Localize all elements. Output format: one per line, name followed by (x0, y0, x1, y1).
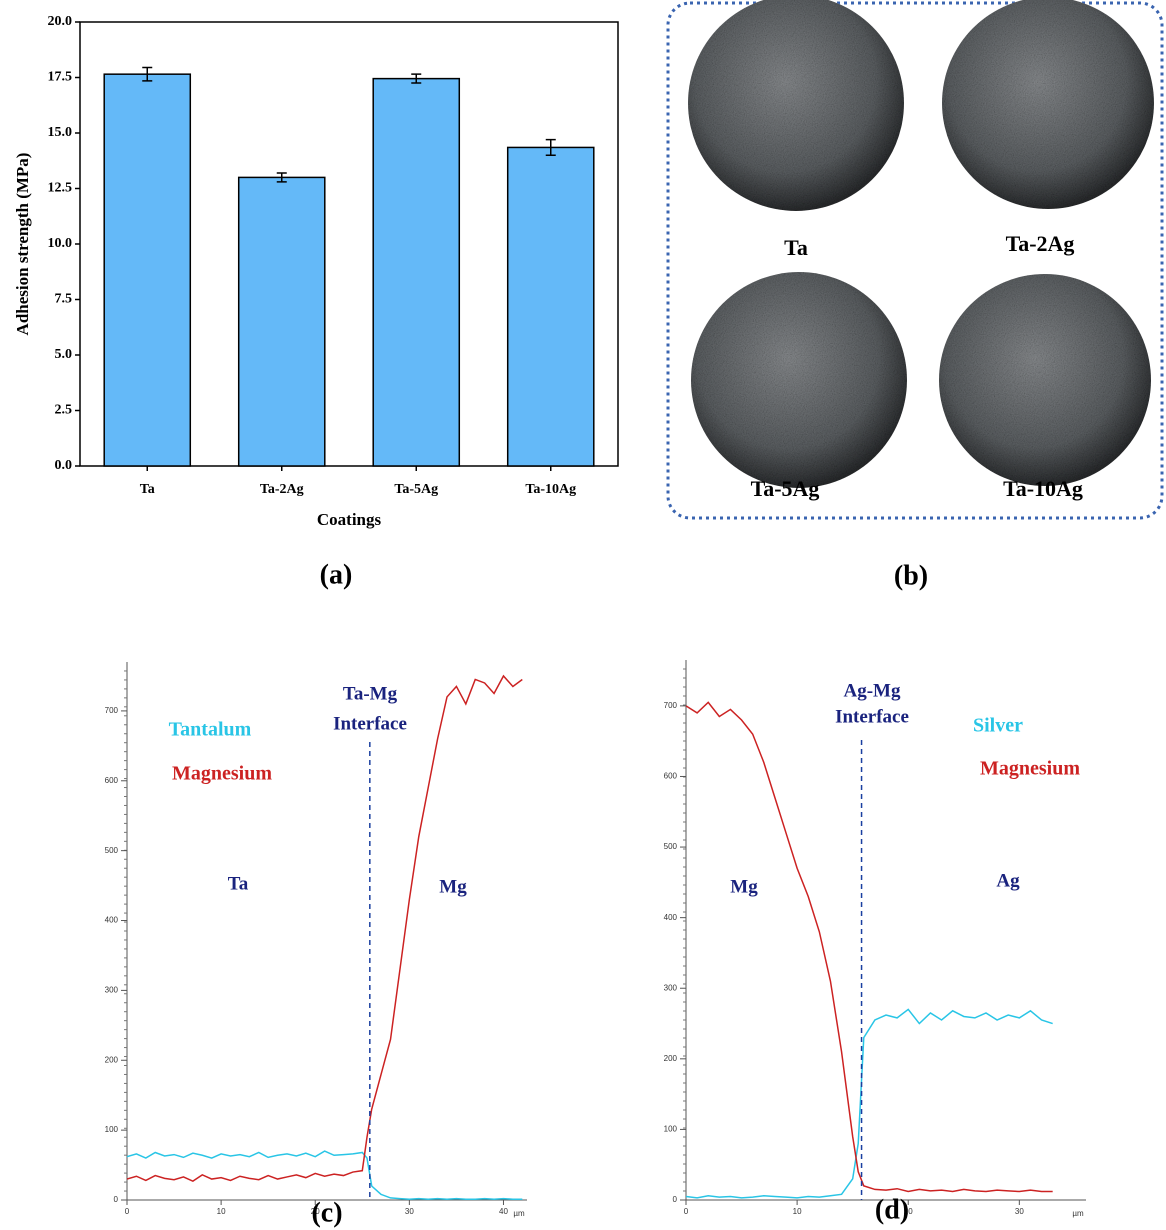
y-tick-label: 400 (664, 913, 678, 922)
interface-label: Interface (333, 713, 407, 734)
interface-label: Ta-Mg (343, 683, 398, 704)
panel-label: (c) (311, 1197, 342, 1228)
sample-photo (691, 272, 907, 488)
x-tick-label: 40 (499, 1207, 508, 1216)
y-tick-label: 10.0 (48, 236, 73, 251)
panel-label: (d) (875, 1194, 909, 1225)
panel-label: (b) (894, 560, 928, 591)
y-tick-label: 600 (105, 776, 119, 785)
y-tick-label: 0 (114, 1195, 119, 1204)
legend-label: Silver (973, 715, 1023, 737)
y-tick-label: 400 (105, 916, 119, 925)
y-tick-label: 200 (105, 1055, 119, 1064)
sample-photo (939, 274, 1151, 486)
x-axis-title: Coatings (317, 510, 382, 529)
error-bar (545, 138, 556, 156)
photo-label: Ta-10Ag (1003, 476, 1083, 501)
bar (103, 73, 192, 467)
y-axis-title: Adhesion strength (MPa) (13, 153, 32, 336)
region-label: Ag (996, 870, 1020, 891)
x-tick-label: 20 (311, 1207, 320, 1216)
x-tick-label: Ta-2Ag (260, 482, 304, 497)
bar (506, 146, 595, 467)
legend-label: Tantalum (169, 719, 252, 741)
sample-photo (942, 0, 1154, 209)
sample-photo (688, 0, 904, 211)
x-tick-label: Ta-10Ag (525, 482, 576, 497)
x-unit: µm (513, 1209, 525, 1218)
error-bar (411, 73, 422, 84)
x-tick-label: 30 (1015, 1207, 1024, 1216)
profile-line (685, 701, 1053, 1193)
x-tick-label: 0 (125, 1207, 130, 1216)
photo-label: Ta-5Ag (751, 476, 820, 501)
error-bar (276, 172, 287, 183)
x-tick-label: Ta-5Ag (394, 482, 438, 497)
x-tick-label: Ta (140, 482, 155, 497)
x-tick-label: 30 (405, 1207, 414, 1216)
axes (685, 660, 1086, 1201)
y-tick-label: 20.0 (48, 14, 73, 29)
y-tick-label: 200 (664, 1054, 678, 1063)
photo-frame (666, 1, 1164, 520)
legend-label: Magnesium (172, 763, 272, 785)
legend-label: Magnesium (980, 758, 1080, 780)
region-label: Ta (228, 873, 249, 894)
y-tick-label: 12.5 (48, 181, 73, 196)
profile-line (685, 1008, 1053, 1199)
y-tick-label: 100 (664, 1125, 678, 1134)
y-tick-label: 500 (105, 846, 119, 855)
profile-line (126, 674, 523, 1182)
interface-label: Ag-Mg (844, 680, 901, 701)
error-bar (142, 66, 153, 82)
photo-label: Ta (784, 235, 808, 260)
x-tick-label: 20 (904, 1207, 913, 1216)
y-tick-label: 500 (664, 842, 678, 851)
y-tick-label: 2.5 (55, 403, 73, 418)
y-tick-label: 700 (105, 706, 119, 715)
region-label: Mg (439, 876, 467, 897)
axes (126, 662, 527, 1201)
x-unit: µm (1072, 1209, 1084, 1218)
y-tick-label: 7.5 (55, 292, 73, 307)
y-tick-label: 600 (664, 772, 678, 781)
y-tick-label: 100 (105, 1125, 119, 1134)
x-tick-label: 10 (217, 1207, 226, 1216)
bar (372, 77, 461, 467)
photo-discs (688, 0, 1154, 488)
y-tick-label: 5.0 (55, 347, 73, 362)
y-tick-label: 300 (105, 985, 119, 994)
y-tick-label: 15.0 (48, 125, 73, 140)
profile-line (126, 1150, 523, 1201)
bar (237, 176, 326, 467)
panel-label: (a) (320, 559, 353, 590)
y-tick-label: 0.0 (55, 458, 73, 473)
interface-label: Interface (835, 706, 909, 727)
y-tick-label: 0 (673, 1195, 678, 1204)
y-tick-label: 300 (664, 983, 678, 992)
y-tick-label: 700 (664, 701, 678, 710)
photo-label: Ta-2Ag (1006, 231, 1075, 256)
x-tick-label: 0 (684, 1207, 689, 1216)
y-tick-label: 17.5 (48, 70, 73, 85)
x-tick-label: 10 (793, 1207, 802, 1216)
region-label: Mg (730, 876, 758, 897)
